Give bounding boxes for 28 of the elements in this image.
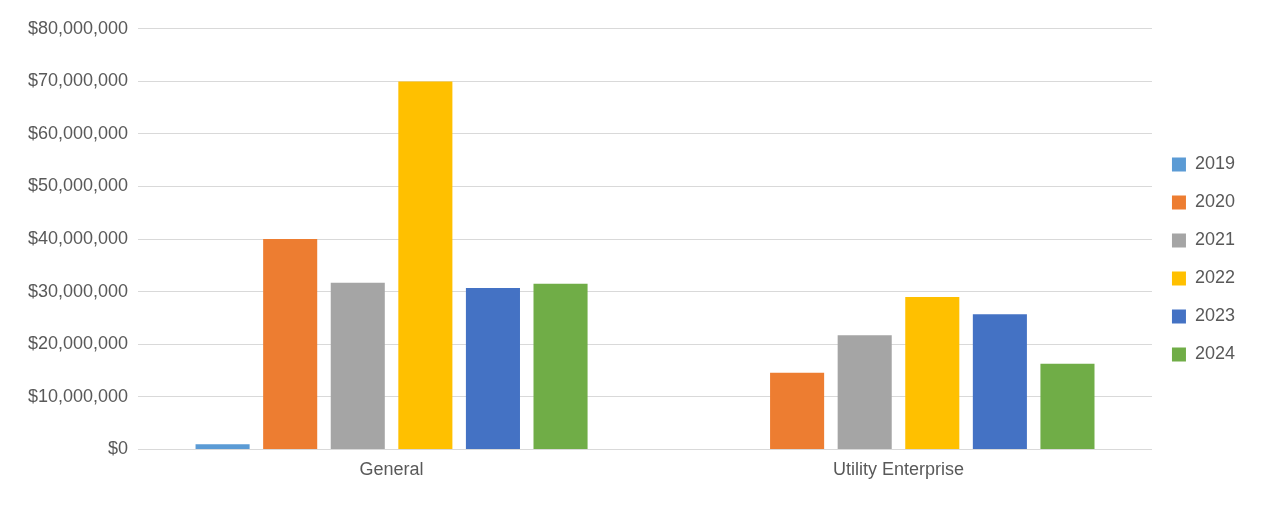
x-tick-label: Utility Enterprise	[832, 459, 965, 480]
bar	[533, 283, 588, 449]
y-tick-label: $70,000,000	[27, 70, 129, 91]
bar	[398, 81, 453, 449]
y-tick-label: $10,000,000	[27, 385, 129, 406]
bar	[330, 282, 385, 449]
bar	[1040, 363, 1095, 449]
y-tick-label: $30,000,000	[27, 280, 129, 301]
legend-label: 2020	[1194, 191, 1235, 212]
bar	[837, 335, 892, 449]
y-tick-label: $80,000,000	[27, 17, 129, 38]
bar	[465, 288, 520, 449]
legend-label: 2021	[1194, 229, 1235, 250]
bar	[195, 444, 250, 449]
y-tick-label: $60,000,000	[27, 122, 129, 143]
legend-label: 2023	[1194, 305, 1235, 326]
x-tick-label: General	[359, 459, 424, 480]
legend-label: 2022	[1194, 267, 1235, 288]
y-tick-label: $0	[108, 438, 129, 459]
bar	[263, 239, 318, 449]
bar	[972, 314, 1027, 449]
y-tick-label: $50,000,000	[27, 175, 129, 196]
y-tick-label: $40,000,000	[27, 228, 129, 249]
bar	[905, 296, 960, 449]
bar	[770, 372, 825, 449]
y-tick-label: $20,000,000	[27, 333, 129, 354]
legend-label: 2024	[1194, 343, 1235, 364]
legend-label: 2019	[1194, 153, 1235, 174]
